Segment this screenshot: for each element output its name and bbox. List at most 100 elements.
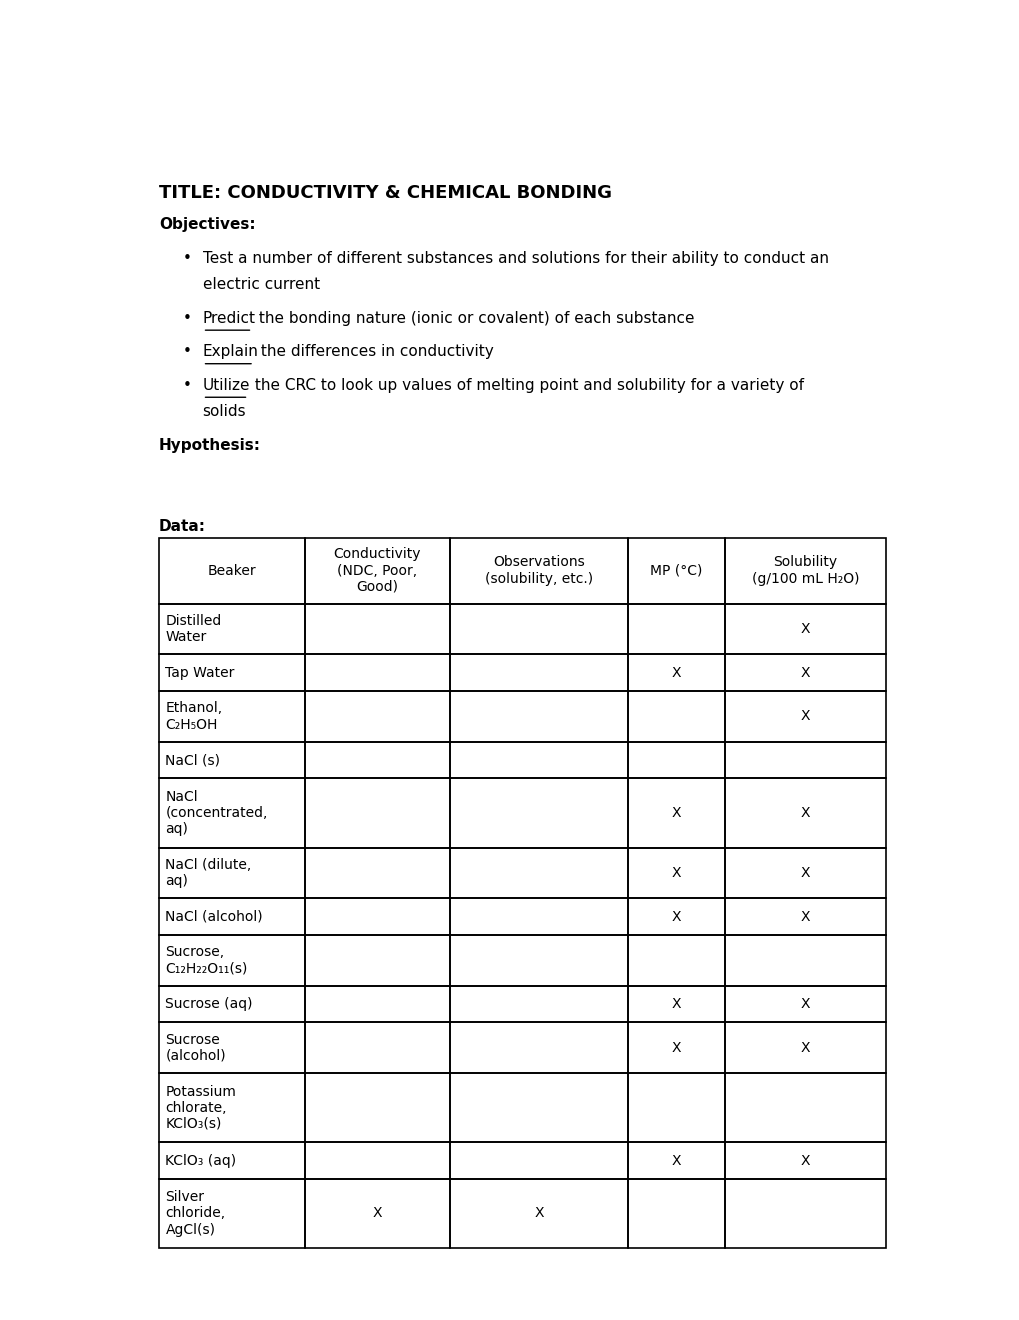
- Bar: [159, 655, 305, 690]
- Bar: [627, 690, 725, 742]
- Bar: [449, 1142, 627, 1179]
- Text: Sucrose
(alcohol): Sucrose (alcohol): [165, 1032, 226, 1063]
- Bar: [725, 847, 886, 899]
- Bar: [449, 537, 627, 603]
- Bar: [305, 1073, 449, 1142]
- Text: Silver
chloride,
AgCl(s): Silver chloride, AgCl(s): [165, 1191, 225, 1237]
- Bar: [305, 779, 449, 847]
- Text: Tap Water: Tap Water: [165, 665, 234, 680]
- Text: Utilize: Utilize: [203, 378, 250, 393]
- Text: KClO₃ (aq): KClO₃ (aq): [165, 1154, 236, 1168]
- Bar: [305, 603, 449, 655]
- Text: NaCl (dilute,
aq): NaCl (dilute, aq): [165, 858, 252, 888]
- Bar: [305, 655, 449, 690]
- Bar: [725, 1179, 886, 1247]
- Bar: [305, 899, 449, 935]
- Bar: [159, 779, 305, 847]
- Bar: [449, 1179, 627, 1247]
- Bar: [627, 742, 725, 779]
- Bar: [305, 986, 449, 1023]
- Bar: [725, 655, 886, 690]
- Bar: [159, 690, 305, 742]
- Bar: [725, 603, 886, 655]
- Text: Sucrose,
C₁₂H₂₂O₁₁(s): Sucrose, C₁₂H₂₂O₁₁(s): [165, 945, 248, 975]
- Text: the differences in conductivity: the differences in conductivity: [256, 345, 493, 359]
- Bar: [305, 935, 449, 986]
- Bar: [159, 1179, 305, 1247]
- Bar: [305, 1142, 449, 1179]
- Text: •: •: [182, 378, 192, 393]
- Text: Observations
(solubility, etc.): Observations (solubility, etc.): [484, 556, 592, 586]
- Text: X: X: [534, 1206, 543, 1221]
- Bar: [449, 847, 627, 899]
- Text: Potassium
chlorate,
KClO₃(s): Potassium chlorate, KClO₃(s): [165, 1085, 236, 1131]
- Bar: [627, 986, 725, 1023]
- Bar: [627, 537, 725, 603]
- Bar: [725, 935, 886, 986]
- Text: X: X: [671, 807, 681, 820]
- Bar: [627, 779, 725, 847]
- Bar: [627, 1142, 725, 1179]
- Bar: [627, 603, 725, 655]
- Bar: [159, 742, 305, 779]
- Bar: [159, 847, 305, 899]
- Text: NaCl (alcohol): NaCl (alcohol): [165, 909, 263, 924]
- Bar: [627, 1023, 725, 1073]
- Bar: [305, 742, 449, 779]
- Bar: [159, 935, 305, 986]
- Text: NaCl (s): NaCl (s): [165, 754, 220, 767]
- Text: electric current: electric current: [203, 277, 319, 292]
- Bar: [725, 986, 886, 1023]
- Text: Solubility
(g/100 mL H₂O): Solubility (g/100 mL H₂O): [751, 556, 858, 586]
- Bar: [725, 537, 886, 603]
- Text: •: •: [182, 251, 192, 265]
- Bar: [627, 655, 725, 690]
- Text: X: X: [372, 1206, 382, 1221]
- Bar: [725, 899, 886, 935]
- Text: Distilled
Water: Distilled Water: [165, 614, 221, 644]
- Text: X: X: [800, 1154, 809, 1168]
- Bar: [725, 742, 886, 779]
- Text: solids: solids: [203, 404, 246, 420]
- Bar: [449, 1023, 627, 1073]
- Bar: [725, 1142, 886, 1179]
- Text: Data:: Data:: [159, 519, 206, 535]
- Bar: [725, 1073, 886, 1142]
- Text: X: X: [671, 997, 681, 1011]
- Text: X: X: [800, 709, 809, 723]
- Text: X: X: [800, 909, 809, 924]
- Bar: [305, 1179, 449, 1247]
- Text: X: X: [671, 1154, 681, 1168]
- Bar: [305, 847, 449, 899]
- Text: •: •: [182, 312, 192, 326]
- Text: Beaker: Beaker: [207, 564, 256, 578]
- Text: the CRC to look up values of melting point and solubility for a variety of: the CRC to look up values of melting poi…: [250, 378, 803, 393]
- Bar: [449, 779, 627, 847]
- Bar: [725, 779, 886, 847]
- Text: Sucrose (aq): Sucrose (aq): [165, 997, 253, 1011]
- Bar: [159, 1142, 305, 1179]
- Text: X: X: [671, 909, 681, 924]
- Text: X: X: [671, 1040, 681, 1055]
- Bar: [159, 986, 305, 1023]
- Text: X: X: [800, 997, 809, 1011]
- Bar: [627, 847, 725, 899]
- Bar: [159, 899, 305, 935]
- Bar: [449, 655, 627, 690]
- Text: Hypothesis:: Hypothesis:: [159, 438, 261, 453]
- Bar: [449, 986, 627, 1023]
- Bar: [159, 537, 305, 603]
- Bar: [627, 899, 725, 935]
- Text: NaCl
(concentrated,
aq): NaCl (concentrated, aq): [165, 789, 268, 836]
- Text: Explain: Explain: [203, 345, 258, 359]
- Bar: [305, 1023, 449, 1073]
- Bar: [305, 537, 449, 603]
- Bar: [305, 690, 449, 742]
- Bar: [725, 1023, 886, 1073]
- Text: X: X: [800, 866, 809, 880]
- Bar: [159, 1023, 305, 1073]
- Text: X: X: [800, 807, 809, 820]
- Bar: [159, 1073, 305, 1142]
- Bar: [449, 935, 627, 986]
- Text: •: •: [182, 345, 192, 359]
